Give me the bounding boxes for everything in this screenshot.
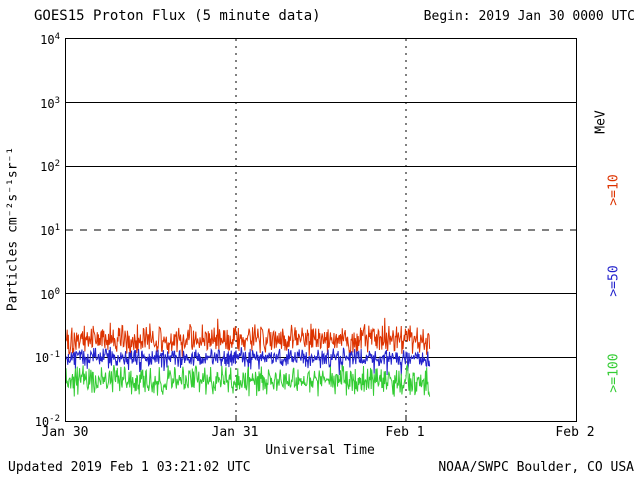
y-tick-label: 101 bbox=[40, 223, 60, 238]
flux-trace-50 bbox=[66, 346, 431, 376]
y-tick-label: 10-2 bbox=[34, 414, 60, 429]
series-label-10: >=10 bbox=[606, 174, 622, 206]
right-axis-unit-label: MeV bbox=[593, 110, 609, 134]
series-label-100: >=100 bbox=[606, 353, 622, 393]
x-axis-label: Universal Time bbox=[265, 443, 375, 458]
x-tick-label: Feb 2 bbox=[555, 425, 595, 440]
x-tick-label: Jan 30 bbox=[41, 425, 89, 440]
x-tick-label: Jan 31 bbox=[211, 425, 259, 440]
chart-title: GOES15 Proton Flux (5 minute data) bbox=[34, 8, 321, 24]
begin-timestamp: Begin: 2019 Jan 30 0000 UTC bbox=[423, 9, 635, 24]
plot-canvas bbox=[66, 39, 576, 421]
plot-area bbox=[65, 38, 577, 422]
y-tick-label: 100 bbox=[40, 286, 60, 302]
updated-timestamp: Updated 2019 Feb 1 03:21:02 UTC bbox=[8, 460, 251, 475]
x-tick-label: Feb 1 bbox=[385, 425, 425, 440]
y-axis-label: Particles cm⁻²s⁻¹sr⁻¹ bbox=[5, 146, 21, 312]
y-tick-label: 10-1 bbox=[34, 350, 60, 366]
series-label-50: >=50 bbox=[606, 265, 622, 297]
flux-trace-100 bbox=[66, 363, 431, 397]
y-tick-label: 103 bbox=[40, 95, 60, 111]
y-tick-label: 102 bbox=[40, 159, 60, 175]
y-tick-label: 104 bbox=[40, 32, 60, 47]
credit-label: NOAA/SWPC Boulder, CO USA bbox=[438, 460, 634, 475]
flux-trace-10 bbox=[66, 317, 431, 357]
